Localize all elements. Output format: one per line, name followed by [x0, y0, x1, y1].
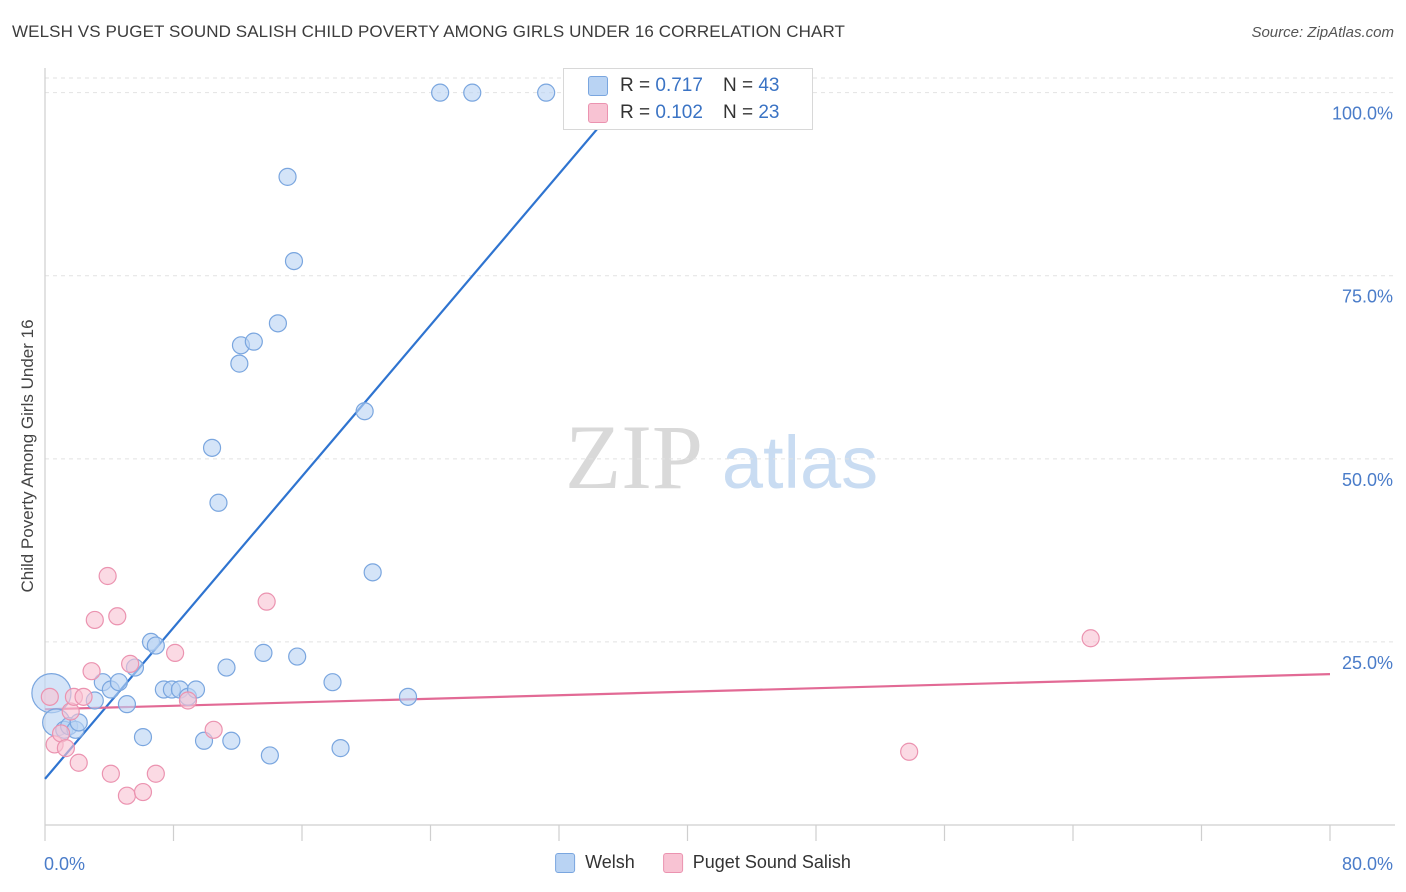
welsh-point	[202, 438, 222, 457]
salish-point	[98, 566, 117, 586]
salish-point	[56, 739, 75, 758]
welsh-point	[146, 636, 165, 655]
salish-point	[61, 702, 80, 721]
welsh-point	[463, 83, 482, 102]
welsh-n-label: N =	[722, 75, 754, 96]
welsh-swatch	[588, 76, 608, 96]
watermark-atlas: atlas	[722, 421, 878, 504]
watermark-zip: ZIP	[565, 406, 703, 508]
welsh-n-value: 43	[758, 75, 780, 96]
legend-item-salish[interactable]: Puget Sound Salish	[662, 852, 851, 873]
salish-point	[117, 786, 137, 805]
legend-salish-label: Puget Sound Salish	[692, 852, 851, 872]
x-tick-label: 80.0%	[1342, 854, 1393, 874]
stats-row-salish: R = 0.102 N = 23	[588, 102, 779, 124]
salish-point	[121, 654, 140, 673]
welsh-point	[278, 167, 297, 186]
salish-point	[85, 610, 104, 630]
salish-point	[178, 691, 198, 710]
stats-row-welsh: R = 0.717 N = 43	[588, 75, 779, 97]
welsh-point	[217, 658, 236, 677]
x-tick-label: 0.0%	[44, 854, 85, 874]
salish-point	[166, 643, 185, 662]
watermark: ZIP atlas	[565, 406, 878, 508]
welsh-r-value: 0.717	[655, 75, 703, 96]
salish-point	[69, 753, 88, 772]
welsh-point	[431, 83, 450, 102]
legend-salish-swatch	[662, 852, 683, 873]
y-tick-label: 100.0%	[1332, 104, 1393, 124]
welsh-r-label: R =	[620, 75, 651, 96]
welsh-point	[537, 83, 556, 102]
welsh-point	[331, 739, 350, 758]
welsh-point	[288, 647, 307, 666]
welsh-point	[109, 673, 128, 692]
welsh-point	[222, 731, 241, 750]
welsh-point	[230, 354, 249, 373]
tick-labels: 25.0% 50.0% 75.0% 100.0% 0.0% 80.0%	[44, 104, 1393, 874]
y-axis-label: Child Poverty Among Girls Under 16	[18, 319, 37, 593]
axes	[44, 68, 1395, 841]
salish-point	[82, 662, 101, 681]
correlation-stats-box: R = 0.717 N = 43 R = 0.102 N = 23	[563, 68, 813, 130]
welsh-point	[117, 695, 137, 714]
legend-welsh-label: Welsh	[585, 852, 635, 872]
salish-r-value: 0.102	[655, 102, 703, 123]
welsh-point	[244, 332, 263, 351]
salish-point	[108, 607, 127, 626]
welsh-point	[284, 251, 304, 271]
salish-point	[257, 592, 276, 611]
welsh-point	[260, 746, 279, 765]
welsh-point	[323, 673, 342, 692]
y-tick-label: 75.0%	[1342, 287, 1393, 307]
welsh-point	[133, 728, 153, 747]
legend-item-welsh[interactable]: Welsh	[555, 852, 635, 873]
salish-n-value: 23	[758, 102, 780, 123]
welsh-point	[254, 643, 273, 662]
y-tick-label: 50.0%	[1342, 470, 1393, 490]
salish-point	[40, 687, 59, 706]
salish-swatch	[588, 103, 608, 123]
source-label: Source: ZipAtlas.com	[1251, 24, 1394, 41]
welsh-point	[355, 402, 374, 421]
salish-point	[900, 742, 919, 761]
y-tick-label: 25.0%	[1342, 653, 1393, 673]
salish-point	[133, 782, 153, 802]
legend-welsh-swatch	[555, 852, 576, 873]
legend: Welsh Puget Sound Salish	[555, 852, 851, 873]
salish-r-label: R =	[620, 102, 651, 123]
chart-title: WELSH VS PUGET SOUND SALISH CHILD POVERT…	[12, 22, 845, 41]
salish-point	[74, 687, 93, 706]
welsh-point	[209, 493, 228, 512]
salish-n-label: N =	[722, 102, 754, 123]
welsh-point	[268, 314, 288, 333]
welsh-point	[398, 687, 418, 706]
salish-point	[1081, 629, 1100, 648]
salish-trend-line	[44, 673, 1331, 711]
salish-point	[146, 764, 165, 783]
welsh-point	[363, 563, 382, 582]
salish-point	[101, 764, 120, 783]
salish-point	[204, 720, 223, 739]
